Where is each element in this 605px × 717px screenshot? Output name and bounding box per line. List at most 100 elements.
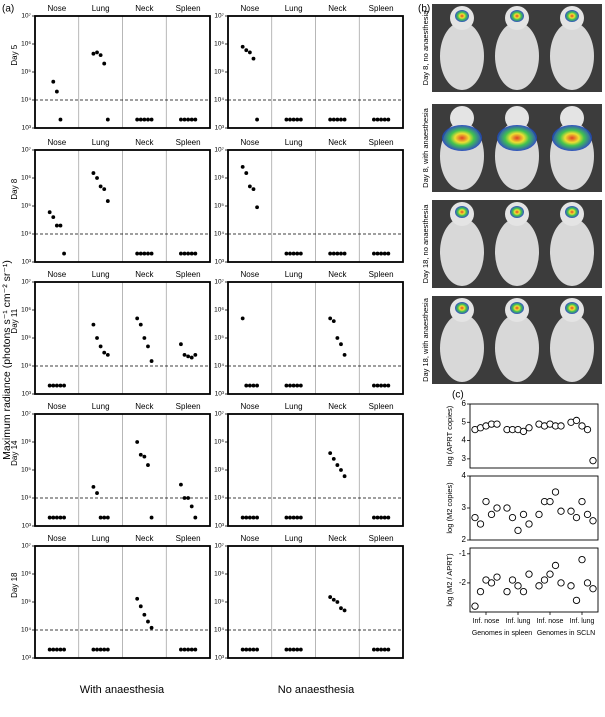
category-label: Nose	[241, 402, 260, 411]
data-point	[567, 507, 575, 515]
data-point	[295, 251, 300, 256]
y-tick-label: 10⁷	[21, 13, 31, 20]
data-point	[186, 117, 191, 122]
data-point	[379, 515, 384, 520]
category-label: Nose	[241, 270, 260, 279]
y-tick-label: 10³	[22, 523, 32, 530]
data-point	[525, 424, 533, 432]
data-point	[339, 468, 343, 472]
y-tick-label: 10⁶	[21, 307, 31, 314]
data-point	[91, 51, 96, 56]
data-point	[557, 422, 565, 430]
category-label: Spleen	[369, 4, 394, 13]
y-tick-label: 10³	[215, 259, 225, 266]
image-label: Day 18, with anaesthesia	[421, 297, 430, 382]
data-point	[382, 251, 387, 256]
data-point	[288, 251, 292, 256]
y-tick-label: 10⁵	[21, 467, 31, 474]
signal	[455, 206, 469, 218]
category-label: Neck	[328, 534, 347, 543]
data-point	[295, 117, 300, 122]
data-point	[328, 595, 333, 599]
signal	[455, 302, 469, 314]
data-point	[375, 647, 380, 652]
data-point	[476, 520, 485, 528]
data-point	[375, 515, 380, 520]
data-point	[149, 359, 154, 363]
data-point	[372, 251, 376, 256]
data-point	[372, 515, 376, 520]
data-point	[291, 117, 296, 122]
category-label: Neck	[328, 138, 347, 147]
data-point	[54, 515, 59, 520]
data-point	[331, 117, 336, 122]
data-point	[142, 117, 147, 122]
y-tick-label: 10³	[22, 259, 32, 266]
category-label: Neck	[328, 402, 347, 411]
category-label: Lung	[92, 534, 110, 543]
signal	[565, 10, 579, 22]
data-point	[58, 515, 63, 520]
data-point	[487, 510, 496, 519]
mouse-body	[495, 314, 539, 382]
data-point	[255, 515, 259, 520]
data-point	[557, 507, 565, 515]
data-point	[251, 56, 256, 61]
data-point	[482, 497, 490, 506]
panel-label: (a)	[2, 4, 14, 15]
mouse-body	[550, 218, 594, 286]
plot-frame	[469, 547, 599, 613]
category-label: Spleen	[369, 402, 394, 411]
data-point	[284, 383, 289, 388]
y-tick-label: 10³	[215, 655, 225, 662]
data-point	[342, 608, 347, 613]
data-point	[91, 322, 96, 327]
row-label: Day 11	[10, 308, 19, 333]
mouse-body	[440, 314, 484, 382]
data-point	[482, 576, 490, 584]
y-tick-label: 3	[462, 454, 467, 463]
data-point	[98, 184, 103, 189]
category-label: Neck	[135, 270, 154, 279]
data-point	[519, 427, 528, 436]
data-point	[328, 251, 333, 256]
data-point	[535, 582, 543, 590]
data-point	[95, 647, 99, 652]
data-point	[578, 422, 586, 430]
y-tick-label: 10³	[215, 391, 225, 398]
data-point	[519, 587, 528, 596]
data-point	[58, 647, 63, 652]
data-point	[244, 171, 249, 175]
data-point	[179, 342, 183, 347]
data-point	[247, 383, 252, 388]
data-point	[95, 50, 99, 55]
signal	[497, 125, 537, 151]
y-tick-label: 10⁴	[21, 627, 31, 634]
data-point	[493, 420, 501, 428]
data-point	[91, 647, 96, 652]
y-tick-label: 10⁶	[21, 439, 31, 446]
data-point	[379, 647, 384, 652]
y-tick-label: 5	[462, 417, 467, 426]
data-point	[291, 647, 296, 652]
y-tick-label: 10⁷	[21, 411, 31, 418]
data-point	[244, 515, 249, 520]
data-point	[583, 579, 592, 587]
image-label: Day 18, no anaesthesia	[421, 204, 430, 284]
data-point	[382, 515, 387, 520]
data-point	[146, 463, 150, 467]
data-point	[240, 164, 245, 169]
signal	[552, 125, 592, 151]
y-tick-label: 10⁶	[21, 41, 31, 48]
data-point	[583, 510, 592, 519]
data-point	[572, 596, 581, 605]
data-point	[339, 117, 343, 122]
data-point	[525, 520, 533, 528]
data-point	[62, 383, 66, 388]
data-point	[138, 117, 143, 122]
data-point	[375, 117, 380, 122]
panel-label: (c)	[452, 390, 464, 401]
y-tick-label: 10⁷	[214, 147, 224, 154]
row-label: Day 18	[10, 572, 19, 598]
data-point	[471, 602, 479, 610]
